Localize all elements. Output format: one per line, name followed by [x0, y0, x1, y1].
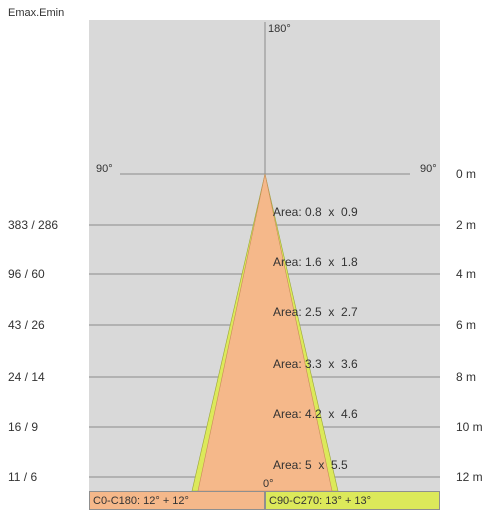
area-label: Area: 5 x 5.5: [273, 458, 348, 472]
area-labels: Area: 0.8 x 0.9 Area: 1.6 x 1.8 Area: 2.5 …: [273, 205, 358, 472]
emax-emin-header: Emax.Emin: [8, 7, 65, 19]
illuminance-label: 24 / 14: [8, 370, 45, 384]
distance-label: 12 m: [456, 470, 483, 484]
illuminance-label: 16 / 9: [8, 420, 39, 434]
angle-left-label: 90°: [96, 163, 113, 175]
area-label: Area: 0.8 x 0.9: [273, 205, 358, 219]
legend-c0-c180: C0-C180: 12° + 12°: [89, 491, 265, 510]
area-label: Area: 3.3 x 3.6: [273, 357, 358, 371]
area-label: Area: 4.2 x 4.6: [273, 407, 358, 421]
distance-label: 10 m: [456, 420, 483, 434]
distance-label: 6 m: [456, 318, 477, 332]
illuminance-label: 383 / 286: [8, 218, 59, 232]
distance-label: 4 m: [456, 267, 477, 281]
legend-c90-c270: C90-C270: 13° + 13°: [265, 491, 440, 510]
angle-top-label: 180°: [268, 23, 291, 35]
distance-label: 2 m: [456, 218, 477, 232]
illuminance-label: 43 / 26: [8, 318, 45, 332]
angle-right-label: 90°: [420, 163, 437, 175]
illuminance-label: 11 / 6: [8, 470, 38, 484]
area-label: Area: 2.5 x 2.7: [273, 305, 358, 319]
distance-label: 0 m: [456, 167, 477, 181]
illuminance-label: 96 / 60: [8, 267, 45, 281]
area-label: Area: 1.6 x 1.8: [273, 255, 358, 269]
distance-label: 8 m: [456, 370, 477, 384]
angle-bottom-label: 0°: [263, 478, 274, 490]
